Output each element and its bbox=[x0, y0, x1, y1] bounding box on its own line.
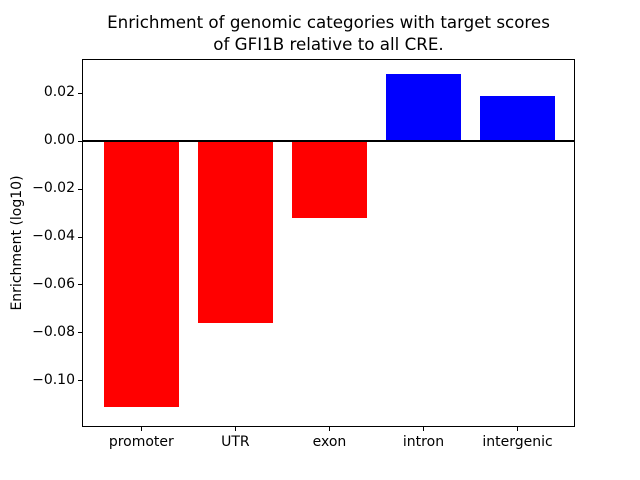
x-tick-label: intergenic bbox=[482, 434, 553, 450]
x-tick bbox=[140, 427, 142, 431]
y-tick-label: 0.02 bbox=[43, 84, 75, 101]
chart-title-line2: of GFI1B relative to all CRE. bbox=[213, 33, 444, 54]
y-tick bbox=[78, 188, 83, 190]
y-tick bbox=[78, 380, 83, 382]
x-tick bbox=[517, 427, 519, 431]
x-tick-label: exon bbox=[312, 434, 347, 450]
x-tick bbox=[328, 427, 330, 431]
y-tick-label: −0.04 bbox=[32, 228, 75, 245]
bar-intron bbox=[385, 74, 462, 142]
y-tick bbox=[78, 140, 83, 142]
x-tick bbox=[234, 427, 236, 431]
y-tick-label: −0.02 bbox=[32, 180, 75, 197]
y-tick bbox=[78, 332, 83, 334]
plot-area: promoter UTR exon intron intergenic 0.02 0.00 −… bbox=[32, 59, 575, 450]
chart-title: Enrichment of genomic categories with ta… bbox=[82, 12, 575, 55]
y-tick-label: 0.00 bbox=[43, 132, 75, 149]
x-tick bbox=[423, 427, 424, 431]
x-tick-label: intron bbox=[402, 434, 445, 450]
y-tick bbox=[78, 236, 83, 238]
chart-title-line1: Enrichment of genomic categories with ta… bbox=[107, 12, 550, 32]
bar-UTR bbox=[197, 141, 273, 324]
y-tick bbox=[78, 284, 83, 286]
bar-intergenic bbox=[479, 95, 556, 142]
y-tick-label: −0.08 bbox=[32, 323, 75, 340]
x-tick-label: promoter bbox=[108, 434, 174, 450]
y-tick-label: −0.06 bbox=[32, 275, 75, 292]
y-tick bbox=[78, 92, 83, 94]
x-tick-label: UTR bbox=[221, 434, 250, 450]
bar-promoter bbox=[103, 141, 179, 407]
bar-exon bbox=[291, 141, 368, 218]
zero-line bbox=[82, 140, 575, 143]
y-tick-label: −0.10 bbox=[32, 371, 75, 388]
